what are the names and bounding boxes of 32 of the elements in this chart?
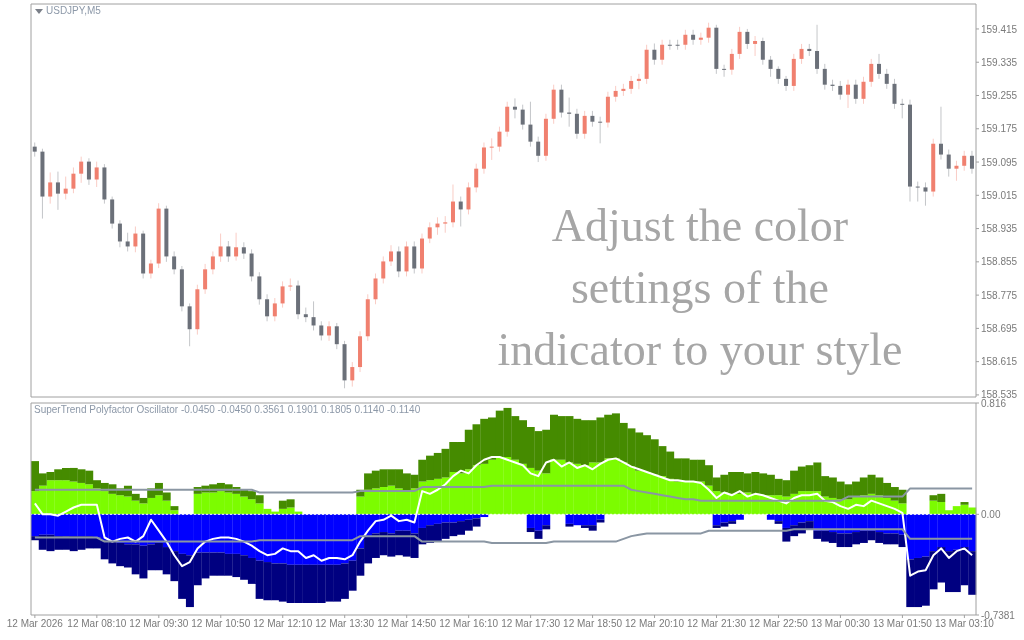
x-tick-label: 12 Mar 21:30 [687,618,747,630]
x-tick-label: 12 Mar 22:50 [749,618,809,630]
x-tick-label: 12 Mar 16:10 [439,618,499,630]
y-tick-label: 158.775 [981,289,1018,301]
y-tick-label: 158.855 [981,256,1018,268]
y-tick-label: 159.095 [981,156,1018,168]
chart-title: USDJPY,M5 [46,5,101,16]
y-tick-label: 158.935 [981,223,1018,235]
annotation: Adjust the color settings of the indicator to your style [496,199,904,377]
x-tick-label: 13 Mar 01:50 [872,618,933,630]
x-tick-label: 12 Mar 08:10 [67,618,127,630]
y-tick-label: 159.175 [981,123,1018,135]
x-tick-label: 12 Mar 09:30 [129,618,189,630]
x-tick-label: 12 Mar 14:50 [377,618,437,630]
y-tick-label: 158.615 [981,356,1018,368]
x-tick-label: 12 Mar 17:30 [501,618,561,630]
x-tick-label: 12 Mar 13:30 [315,618,375,630]
chart-title: SuperTrend Polyfactor Oscillator -0.0450 -0.0450 0.3561 0.1901 0.1805 0.1140 -0.1140 [34,404,421,415]
x-tick-label: 12 Mar 10:50 [191,618,251,630]
x-tick-label: 12 Mar 20:10 [625,618,685,630]
y-tick-label: 0.00 [981,508,1001,520]
y-tick-label: 159.015 [981,189,1018,201]
y-tick-label: -0.7381 [981,609,1016,621]
y-tick-label: 159.335 [981,56,1018,68]
x-tick-label: 12 Mar 12:10 [253,618,313,630]
x-tick-label: 13 Mar 00:30 [810,618,871,630]
y-tick-label: 158.695 [981,322,1018,334]
y-tick-label: 159.255 [981,90,1018,102]
x-tick-label: 13 Mar 03:10 [934,618,995,630]
x-tick-label: 12 Mar 2026 [6,618,64,630]
y-tick-label: 159.415 [981,23,1018,35]
x-tick-label: 12 Mar 18:50 [563,618,623,630]
